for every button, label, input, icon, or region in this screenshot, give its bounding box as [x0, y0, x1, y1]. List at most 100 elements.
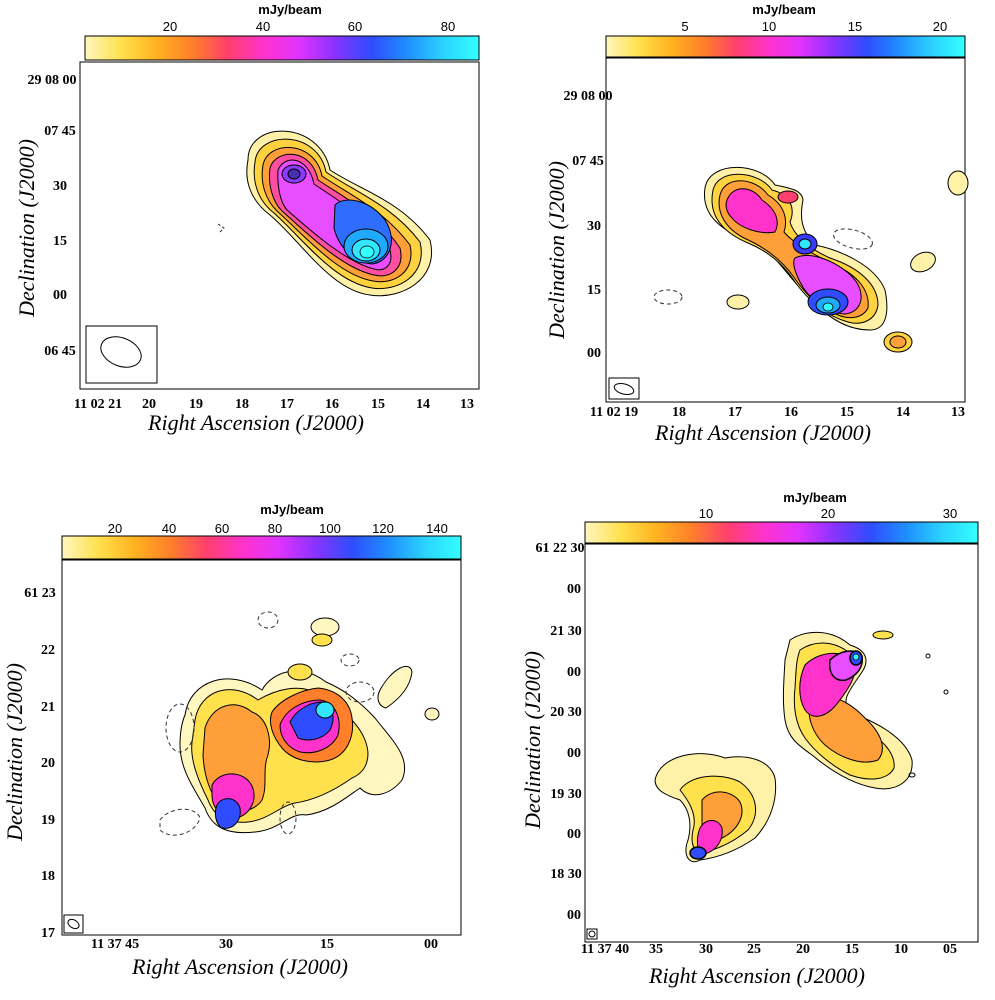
panel-2-y-tick: 29 08 00: [564, 89, 613, 104]
panel-4-contour: [872, 630, 894, 640]
panel-3-y-tick: 19: [41, 813, 55, 828]
panel-2-beam-box: [608, 377, 640, 400]
panel-3-contour: [315, 701, 335, 719]
panel-1-colorbar-ticks: 20 40 60 80: [163, 19, 455, 34]
panel-1-x-tick: 19: [189, 397, 203, 412]
panel-1-y-tick: 29 08 00: [28, 73, 77, 88]
panel-4-x-tick: 35: [649, 942, 663, 957]
panel-1-source: [217, 130, 433, 297]
panel-1-colorbar: [84, 35, 480, 61]
panel-2: mJy/beam 5 10 15 20: [544, 2, 969, 445]
panel-1-beam: [100, 336, 142, 368]
panel-2-y-tick: 07 45: [572, 154, 604, 169]
panel-4-cb-tick: 10: [699, 506, 713, 521]
panel-1-x-tick: 13: [460, 397, 474, 412]
panel-2-x-tick: 14: [896, 405, 910, 420]
panel-3-x-tick: 00: [424, 937, 438, 952]
panel-4-x-tick: 10: [894, 942, 908, 957]
panel-3-y-tick: 17: [41, 926, 55, 941]
panel-3-cb-tick: 20: [108, 521, 122, 536]
panel-4-x-axis-label: Right Ascension (J2000): [648, 963, 865, 988]
panel-2-colorbar-ticks: 5 10 15 20: [681, 19, 947, 34]
panel-4-cb-tick: 30: [943, 506, 957, 521]
panel-3-negative-contour: [345, 681, 375, 703]
panel-4-y-tick: 00: [567, 827, 581, 842]
panel-1-y-tick: 30: [53, 179, 67, 194]
panel-3-negative-contour: [159, 808, 201, 836]
panel-2-negative-contour: [833, 228, 873, 250]
panel-3-cb-tick: 80: [268, 521, 282, 536]
panel-4-y-tick: 00: [567, 582, 581, 597]
panel-1-x-tick: 11 02 21: [74, 397, 122, 412]
panel-3-x-tick: 30: [219, 937, 233, 952]
panel-2-colorbar: [605, 35, 966, 58]
panel-2-contour: [910, 251, 936, 273]
panel-2-x-tick: 13: [951, 405, 965, 420]
panel-3-cb-tick: 140: [426, 521, 448, 536]
panel-4-y-tick: 18 30: [550, 867, 582, 882]
panel-2-contour: [777, 190, 799, 204]
panel-3-source: [159, 611, 440, 836]
panel-1-x-tick: 15: [371, 397, 385, 412]
panel-2-cb-tick: 10: [762, 19, 776, 34]
panel-4-x-tick: 05: [943, 942, 957, 957]
panel-3-colorbar: [61, 535, 462, 560]
panel-2-cb-tick: 20: [933, 19, 947, 34]
panel-4-x-ticks: 11 37 40 35 30 25 20 15 10 05: [581, 942, 957, 957]
panel-3-negative-contour: [279, 801, 297, 835]
panel-3-contour: [424, 707, 440, 721]
panel-2-cb-tick: 5: [681, 19, 688, 34]
panel-3-y-tick: 22: [41, 643, 55, 658]
panel-2-source: [653, 166, 969, 353]
panel-1-y-tick: 07 45: [44, 124, 76, 139]
panel-3-negative-contour: [165, 703, 195, 753]
panel-3-negative-contour: [340, 653, 360, 667]
panel-3-colorbar-ticks: 20 40 60 80 100 120 140: [108, 521, 448, 536]
panel-4-x-tick: 30: [699, 942, 713, 957]
panel-2-y-tick: 30: [587, 219, 601, 234]
panel-2-contour: [798, 238, 812, 250]
panel-1-y-axis-label: Declination (J2000): [14, 139, 39, 318]
panel-4-source: [654, 630, 949, 863]
panel-3-contour: [310, 617, 340, 637]
panel-3-y-axis-label: Declination (J2000): [2, 663, 27, 842]
panel-4-y-tick: 21 30: [550, 624, 582, 639]
panel-4-cb-tick: 20: [821, 506, 835, 521]
panel-1-x-tick: 17: [280, 397, 294, 412]
panel-2-y-axis-label: Declination (J2000): [544, 161, 569, 340]
panel-4-contour: [925, 653, 931, 659]
panel-1-y-tick: 06 45: [44, 344, 76, 359]
panel-2-x-tick: 11 02 19: [590, 405, 638, 420]
panel-1-y-ticks: 29 08 00 07 45 30 15 00 06 45: [28, 73, 77, 359]
panel-3-y-tick: 20: [41, 756, 55, 771]
panel-2-x-ticks: 11 02 19 18 17 16 15 14 13: [590, 405, 965, 420]
panel-1-x-axis-label: Right Ascension (J2000): [147, 410, 364, 435]
panel-1-x-tick: 16: [325, 397, 339, 412]
panel-3: mJy/beam 20 40 60 80 100 120 140: [2, 502, 462, 979]
panel-3-cb-tick: 120: [372, 521, 394, 536]
panel-3-x-tick: 15: [320, 937, 334, 952]
panel-3-y-tick: 21: [41, 700, 55, 715]
panel-4-y-tick: 19 30: [550, 787, 582, 802]
panel-3-x-axis-label: Right Ascension (J2000): [131, 954, 348, 979]
panel-4-plot-frame: [584, 543, 979, 943]
panel-2-contour: [725, 188, 778, 234]
panel-3-contour: [311, 633, 333, 647]
panel-2-contour: [822, 302, 834, 312]
panel-4-contour: [696, 820, 723, 855]
panel-2-y-ticks: 29 08 00 07 45 30 15 00: [564, 89, 613, 361]
panel-1-cb-tick: 20: [163, 19, 177, 34]
panel-4-colorbar: [584, 521, 979, 544]
panel-3-cb-tick: 60: [215, 521, 229, 536]
panel-1-y-tick: 00: [53, 288, 67, 303]
panel-2-x-tick: 17: [728, 405, 742, 420]
panel-3-y-ticks: 61 23 22 21 20 19 18 17: [24, 586, 56, 941]
panel-2-y-tick: 15: [587, 283, 601, 298]
panel-1: mJy/beam 20 40 60 80 29 08 00 07 45: [14, 2, 480, 435]
panel-1-negative-contour: [217, 223, 225, 233]
panel-4-colorbar-unit: mJy/beam: [783, 490, 847, 505]
panel-1-x-tick: 20: [142, 397, 156, 412]
panel-4-y-axis-label: Declination (J2000): [520, 651, 545, 830]
panel-4-x-tick: 20: [796, 942, 810, 957]
